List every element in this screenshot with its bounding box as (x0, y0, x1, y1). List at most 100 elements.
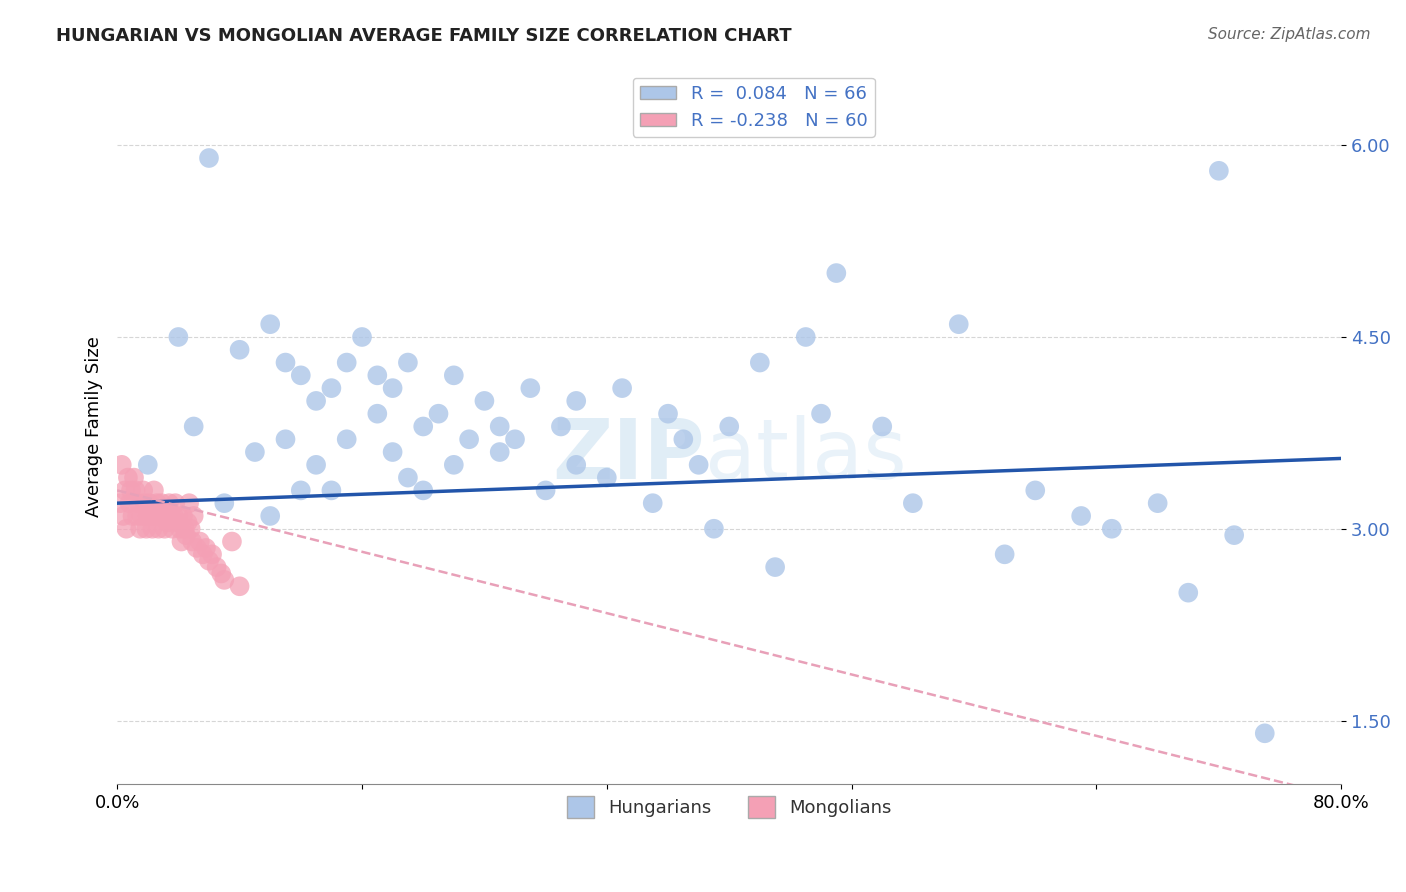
Point (136, 508, 159, 523)
Point (152, 508, 174, 523)
Point (427, 407, 450, 421)
Point (870, 419, 893, 434)
Point (228, 579, 250, 593)
Point (135, 522, 157, 536)
Point (443, 368, 465, 383)
Point (142, 483, 165, 498)
Point (396, 355, 419, 369)
Point (259, 317, 281, 331)
Point (565, 393, 588, 408)
Point (443, 458, 465, 472)
Point (124, 483, 146, 498)
Y-axis label: Average Family Size: Average Family Size (86, 336, 103, 516)
Point (176, 516, 198, 530)
Point (748, 355, 770, 369)
Point (810, 407, 832, 421)
Point (688, 458, 710, 472)
Point (165, 496, 187, 510)
Point (794, 330, 817, 344)
Point (148, 522, 170, 536)
Point (172, 508, 194, 523)
Point (488, 419, 510, 434)
Point (565, 458, 588, 472)
Point (167, 508, 190, 523)
Point (474, 393, 496, 408)
Point (166, 516, 188, 530)
Point (118, 496, 141, 510)
Point (198, 151, 221, 165)
Point (159, 508, 181, 523)
Point (366, 407, 388, 421)
Point (167, 330, 190, 344)
Point (134, 496, 156, 510)
Point (111, 458, 134, 472)
Point (214, 573, 236, 587)
Point (321, 381, 343, 395)
Point (396, 470, 419, 484)
Point (156, 516, 179, 530)
Point (381, 445, 404, 459)
Point (128, 496, 150, 510)
Point (1101, 522, 1123, 536)
Point (150, 496, 173, 510)
Point (274, 355, 297, 369)
Point (550, 419, 572, 434)
Text: atlas: atlas (704, 415, 907, 496)
Point (173, 522, 195, 536)
Point (336, 432, 359, 446)
Point (170, 534, 193, 549)
Point (177, 496, 200, 510)
Point (901, 496, 924, 510)
Point (162, 522, 184, 536)
Point (169, 522, 191, 536)
Point (181, 534, 204, 549)
Text: Source: ZipAtlas.com: Source: ZipAtlas.com (1208, 27, 1371, 42)
Point (191, 547, 214, 561)
Point (994, 547, 1017, 561)
Point (657, 407, 679, 421)
Point (290, 483, 312, 498)
Legend: Hungarians, Mongolians: Hungarians, Mongolians (560, 789, 898, 825)
Point (110, 496, 132, 510)
Point (163, 508, 186, 523)
Point (155, 502, 177, 516)
Point (336, 355, 359, 369)
Point (228, 343, 250, 357)
Point (825, 266, 848, 280)
Point (703, 522, 725, 536)
Point (153, 522, 176, 536)
Point (183, 508, 205, 523)
Point (366, 368, 388, 383)
Point (503, 432, 526, 446)
Point (1177, 585, 1199, 599)
Point (274, 432, 297, 446)
Point (350, 330, 373, 344)
Point (221, 534, 243, 549)
Point (131, 508, 153, 523)
Point (194, 541, 217, 555)
Point (122, 470, 145, 484)
Point (186, 541, 208, 555)
Point (205, 560, 228, 574)
Point (1254, 726, 1277, 740)
Point (188, 534, 211, 549)
Point (114, 483, 136, 498)
Point (209, 566, 232, 581)
Point (125, 508, 148, 523)
Point (138, 496, 160, 510)
Point (174, 528, 197, 542)
Point (641, 496, 664, 510)
Point (201, 547, 224, 561)
Point (718, 419, 741, 434)
Point (381, 381, 404, 395)
Point (157, 496, 180, 510)
Point (149, 508, 172, 523)
Point (519, 381, 541, 395)
Point (146, 496, 169, 510)
Text: HUNGARIAN VS MONGOLIAN AVERAGE FAMILY SIZE CORRELATION CHART: HUNGARIAN VS MONGOLIAN AVERAGE FAMILY SI… (56, 27, 792, 45)
Point (672, 432, 695, 446)
Point (214, 496, 236, 510)
Point (305, 393, 328, 408)
Point (243, 445, 266, 459)
Point (120, 483, 142, 498)
